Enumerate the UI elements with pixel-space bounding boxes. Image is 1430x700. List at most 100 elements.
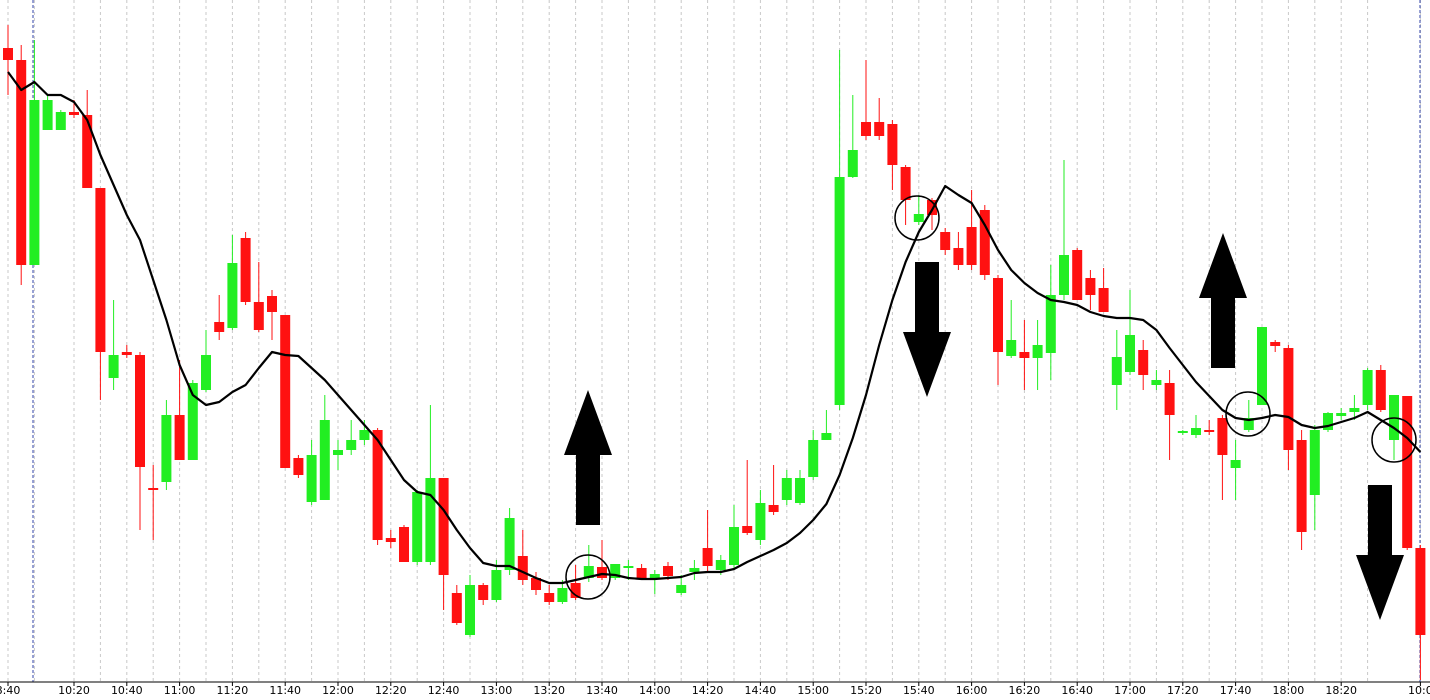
candle-body [1111,357,1122,385]
candle-body [1125,335,1135,372]
x-tick-label: 17:20 [1167,684,1199,697]
circle-marker [1225,391,1271,437]
x-tick-label: 11:40 [269,684,301,697]
candle-body [821,433,832,440]
x-tick-label: 13:20 [533,684,565,697]
candle-body [1415,548,1426,635]
x-tick-label: 12:00 [322,684,354,697]
candle-body [253,302,264,330]
candle-body [1375,370,1386,410]
candle-body [504,518,515,570]
candle-body [1230,460,1241,468]
candle-body [412,492,423,562]
candle-body [544,593,555,602]
candle-body [900,167,911,200]
candle-body [293,458,304,475]
candle-body [280,315,291,468]
candle-body [1323,413,1333,430]
candle-body [1243,418,1254,430]
candle-body [95,188,106,352]
candle-body [1019,352,1030,358]
x-tick-label: 14:20 [692,684,724,697]
candle-body [913,214,924,222]
x-tick-label: 11:20 [217,684,249,697]
candle-body [966,227,977,265]
x-tick-label: 13:40 [586,684,618,697]
x-tick-label: 17:40 [1220,684,1252,697]
candle-body [3,48,13,60]
candle-body [1349,408,1360,412]
candle-body [597,567,607,578]
arrows [564,233,1404,620]
candle-body [55,112,66,130]
candle-body [808,440,819,477]
circle-marker [1371,417,1417,463]
candle-body [887,124,898,165]
candle-body [1164,383,1175,415]
candle-body [148,488,159,490]
candle-body [531,578,541,590]
x-tick-label: 13:00 [481,684,513,697]
candle-body [121,352,132,355]
candle-body [1006,340,1017,356]
candle-body [874,122,885,136]
x-tick-label: 15:00 [797,684,829,697]
x-tick-label: 12:40 [428,684,460,697]
candle-body [1270,342,1281,346]
candle-body [927,200,937,215]
x-tick-label: 8:40 [0,684,20,697]
candle-body [861,122,871,136]
x-tick-label: 15:20 [850,684,882,697]
candle-body [557,588,568,602]
candle-body [768,505,779,512]
candle-body [214,322,225,332]
candle-body [108,355,119,378]
candle-body [583,566,594,578]
candle-body [1098,288,1109,312]
candle-body [1362,370,1373,405]
x-tick-label: 10:20 [58,684,90,697]
candle-body [663,566,673,576]
annotations [565,195,1417,600]
marks [3,25,1426,680]
x-tick-label: 16:00 [956,684,988,697]
candle-body [623,566,634,568]
candle-body [1217,418,1228,455]
candle-body [399,527,409,562]
candle-body [570,583,581,598]
candle-body [1138,350,1149,375]
candle-body [1059,255,1069,295]
candle-body [847,150,858,177]
candle-body [187,383,198,460]
x-tick-label: 10:0 [1408,684,1430,697]
candle-body [953,248,964,265]
candle-body [636,568,647,578]
candle-body [1309,430,1320,495]
candle-body [240,238,251,302]
candle-body [781,478,792,500]
candle-body [385,538,396,542]
up-arrow [1199,233,1247,368]
down-arrow [1356,485,1404,620]
candle-body [359,430,370,440]
candle-body [1085,278,1096,295]
candle-body [993,278,1003,352]
x-tick-label: 16:20 [1009,684,1041,697]
circle-marker [894,195,940,241]
candle-body [16,60,27,265]
candle-body [267,296,277,312]
x-tick-label: 18:20 [1325,684,1357,697]
candle-body [1336,413,1347,416]
candle-body [174,415,185,460]
x-tick-label: 11:00 [164,684,196,697]
candle-body [834,177,845,405]
x-tick-label: 12:20 [375,684,407,697]
candle-body [715,560,726,570]
candle-body [676,585,687,593]
candle-body [517,556,528,580]
candle-body [42,100,53,130]
x-tick-label: 14:40 [745,684,777,697]
candle-body [610,564,621,578]
candle-body [82,115,93,188]
candle-body [161,415,172,482]
